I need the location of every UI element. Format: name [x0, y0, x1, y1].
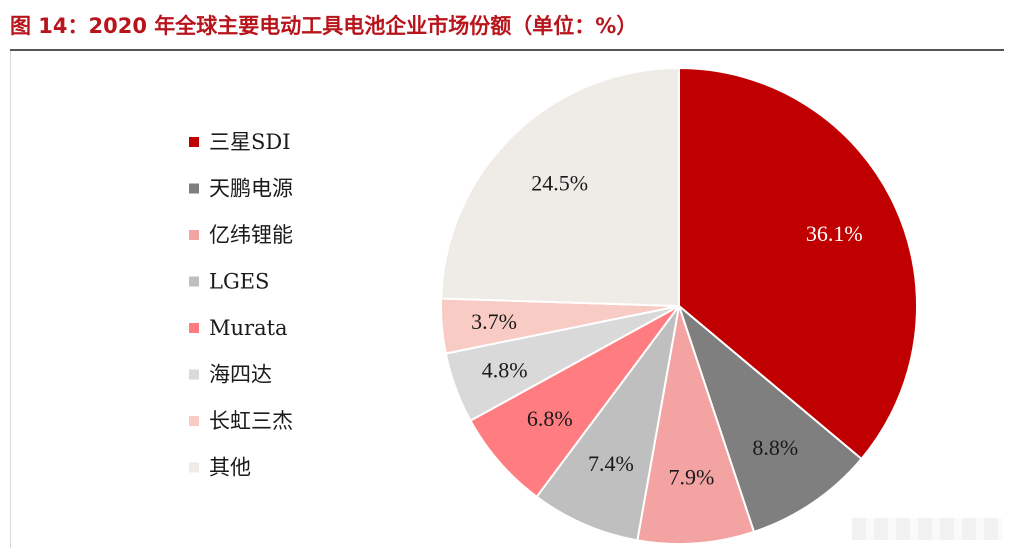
data-label-0: 36.1% [806, 221, 863, 246]
legend-swatch-5 [189, 369, 199, 380]
legend-label-2: 亿纬锂能 [209, 223, 293, 247]
legend-label-0: 三星SDI [209, 130, 291, 154]
legend-swatch-1 [189, 183, 199, 194]
pie-data-labels: 36.1% 8.8% 7.9% 7.4% 6.8% 4.8% 3.7% 24.5% [471, 170, 863, 489]
watermark [852, 518, 1002, 540]
legend-swatch-4 [189, 323, 199, 333]
data-label-1: 8.8% [752, 435, 798, 460]
legend-label-3: LGES [209, 270, 269, 294]
legend-swatch-0 [189, 137, 199, 147]
data-label-6: 3.7% [471, 309, 517, 334]
page-title: 图 14：2020 年全球主要电动工具电池企业市场份额（单位：%） [10, 14, 638, 38]
legend-swatch-3 [189, 276, 199, 287]
legend-label-7: 其他 [209, 456, 251, 480]
legend-label-6: 长虹三杰 [209, 409, 293, 433]
legend-swatch-2 [189, 230, 199, 240]
legend-label-5: 海四达 [209, 363, 272, 387]
legend-swatch-6 [189, 416, 199, 426]
data-label-4: 6.8% [527, 406, 573, 431]
legend-label-1: 天鹏电源 [209, 177, 293, 201]
legend-swatch-7 [189, 462, 199, 473]
pie-slice-3 [535, 305, 680, 542]
legend-label-4: Murata [209, 316, 288, 340]
data-label-3: 7.4% [588, 451, 634, 476]
pie-slices [440, 66, 919, 545]
pie-slice-0 [678, 66, 919, 461]
title-divider [10, 49, 1004, 51]
pie-slice-2 [636, 305, 756, 545]
left-border [10, 51, 11, 548]
pie-slice-7 [440, 66, 680, 308]
data-label-5: 4.8% [482, 358, 528, 383]
data-label-2: 7.9% [668, 464, 714, 489]
pie-slice-1 [676, 302, 863, 534]
data-label-7: 24.5% [531, 170, 588, 195]
